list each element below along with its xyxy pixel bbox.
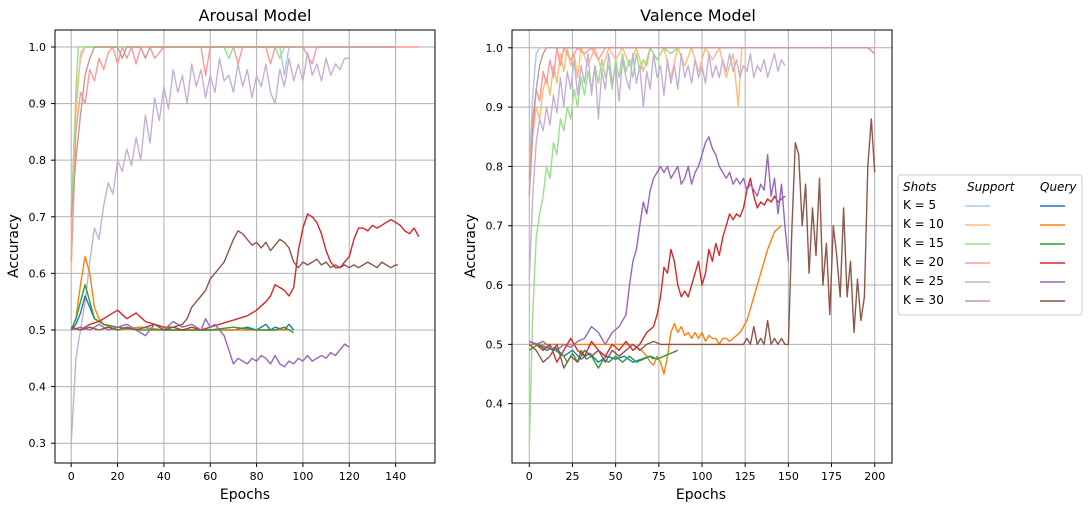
arousal-x-tick-label: 20 xyxy=(111,470,125,483)
legend-row-label: K = 10 xyxy=(903,217,944,231)
valence-chart-title: Valence Model xyxy=(640,6,756,25)
valence-y-tick-label: 0.8 xyxy=(486,160,504,173)
valence-line-k-25-support xyxy=(528,53,786,280)
valence-line-k-10-query xyxy=(529,225,782,375)
arousal-line-k-15-query xyxy=(70,284,295,334)
valence-x-tick-label: 175 xyxy=(821,470,842,483)
valence-y-axis-label: Accuracy xyxy=(463,214,479,278)
valence-y-tick-label: 0.9 xyxy=(486,101,504,114)
arousal-panel: Arousal Model 0 20 40 60 80 100 120 140 0.3 0.4 0.… xyxy=(6,6,436,503)
legend-row-label: K = 25 xyxy=(903,274,944,288)
valence-line-k-20-query xyxy=(529,177,786,363)
arousal-tick-labels: 0 20 40 60 80 100 120 140 0.3 0.4 0.5 0.6 0.7 0.8 0.9 1… xyxy=(29,41,407,483)
valence-y-tick-label: 0.7 xyxy=(486,220,504,233)
arousal-line-k-30-query xyxy=(70,230,398,331)
arousal-x-tick-label: 60 xyxy=(203,470,217,483)
arousal-y-tick-label: 0.6 xyxy=(29,267,47,280)
valence-y-tick-label: 0.4 xyxy=(486,398,504,411)
valence-x-tick-label: 200 xyxy=(864,470,885,483)
arousal-line-k-20-query xyxy=(70,213,420,331)
legend-row-label: K = 20 xyxy=(903,255,944,269)
valence-x-tick-label: 50 xyxy=(609,470,623,483)
valence-x-tick-label: 100 xyxy=(692,470,713,483)
valence-y-tick-label: 0.5 xyxy=(486,338,504,351)
legend-row-label: K = 30 xyxy=(903,293,944,307)
legend-row-label: K = 5 xyxy=(903,198,936,212)
legend-rows: K = 5 K = 10 K = 15 K = 20 K = 25 K = 30 xyxy=(903,198,1065,307)
arousal-y-tick-label: 0.8 xyxy=(29,154,47,167)
arousal-x-tick-label: 0 xyxy=(68,470,75,483)
legend-header-support: Support xyxy=(967,180,1016,194)
legend: Shots Support Query K = 5K = 10K = 15K =… xyxy=(897,174,1083,316)
valence-x-tick-label: 150 xyxy=(778,470,799,483)
legend-row-label: K = 15 xyxy=(903,236,944,250)
valence-line-k-15-support xyxy=(528,47,685,446)
arousal-y-tick-label: 0.5 xyxy=(29,324,47,337)
valence-x-tick-label: 25 xyxy=(565,470,579,483)
arousal-line-k-25-support xyxy=(70,51,350,444)
arousal-y-tick-label: 0.9 xyxy=(29,98,47,111)
arousal-y-tick-label: 1.0 xyxy=(29,41,47,54)
valence-x-tick-label: 125 xyxy=(735,470,756,483)
arousal-grid xyxy=(55,30,435,463)
arousal-y-tick-label: 0.4 xyxy=(29,381,47,394)
arousal-line-k-15-support xyxy=(70,46,294,217)
arousal-plot-frame xyxy=(54,29,436,464)
arousal-y-tick-label: 0.3 xyxy=(29,437,47,450)
valence-y-tick-label: 1.0 xyxy=(486,42,504,55)
valence-panel: Valence Model 0 25 50 75 100 125 150 175 2000.40… xyxy=(463,6,893,503)
valence-x-axis-label: Epochs xyxy=(676,487,726,503)
arousal-x-tick-label: 80 xyxy=(250,470,264,483)
valence-x-tick-label: 0 xyxy=(526,470,533,483)
arousal-y-axis-label: Accuracy xyxy=(6,214,22,278)
arousal-line-k-30-support xyxy=(70,46,396,217)
valence-series-lines xyxy=(528,47,876,446)
legend-header-shots: Shots xyxy=(903,180,937,194)
arousal-y-tick-label: 0.7 xyxy=(29,211,47,224)
arousal-x-tick-label: 100 xyxy=(292,470,313,483)
arousal-chart-title: Arousal Model xyxy=(199,6,312,25)
legend-box xyxy=(897,174,1083,316)
valence-line-k-15-query xyxy=(528,343,679,369)
valence-y-tick-label: 0.6 xyxy=(486,279,504,292)
valence-plot-frame xyxy=(511,29,893,464)
arousal-x-axis-label: Epochs xyxy=(220,487,270,503)
arousal-line-k-25-query xyxy=(70,318,350,368)
valence-line-k-30-support xyxy=(528,47,876,197)
valence-x-tick-label: 75 xyxy=(652,470,666,483)
arousal-series-lines xyxy=(70,46,420,444)
legend-header-query: Query xyxy=(1040,180,1077,194)
arousal-line-k-20-support xyxy=(70,46,419,263)
valence-line-k-25-query xyxy=(529,136,790,351)
valence-tick-labels: 0 25 50 75 100 125 150 175 200 0.4 0.5 0.6 0.7 0.8 0.9… xyxy=(486,42,886,483)
arousal-x-tick-label: 140 xyxy=(385,470,406,483)
arousal-x-tick-label: 120 xyxy=(339,470,360,483)
arousal-x-tick-label: 40 xyxy=(157,470,171,483)
valence-line-k-30-query xyxy=(528,118,876,369)
